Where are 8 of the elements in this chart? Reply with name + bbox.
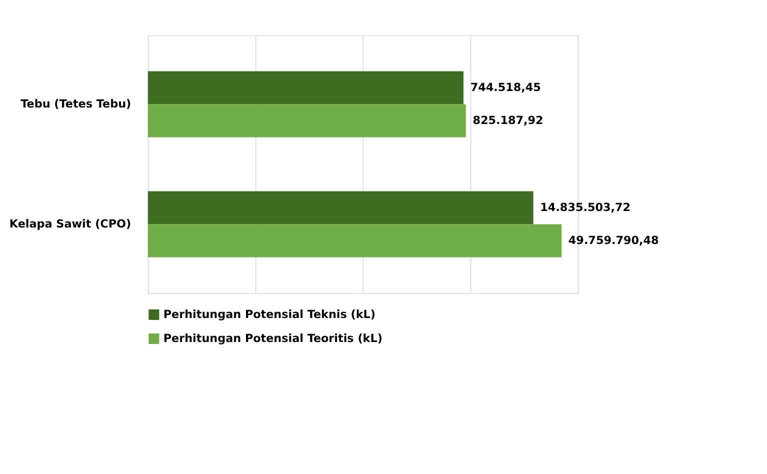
legend-label: Perhitungan Potensial Teknis (kL) bbox=[163, 308, 376, 322]
data-label: 14.835.503,72 bbox=[540, 201, 631, 214]
data-label: 825.187,92 bbox=[472, 114, 544, 128]
legend-label: Perhitungan Potensial Teoritis (kL) bbox=[163, 332, 382, 346]
data-label: 49.759.790,48 bbox=[568, 234, 659, 248]
data-label: 744.518,45 bbox=[470, 81, 541, 94]
y-tick-label: Kelapa Sawit (CPO) bbox=[9, 218, 132, 231]
y-tick-label: Tebu (Tetes Tebu) bbox=[20, 98, 132, 111]
